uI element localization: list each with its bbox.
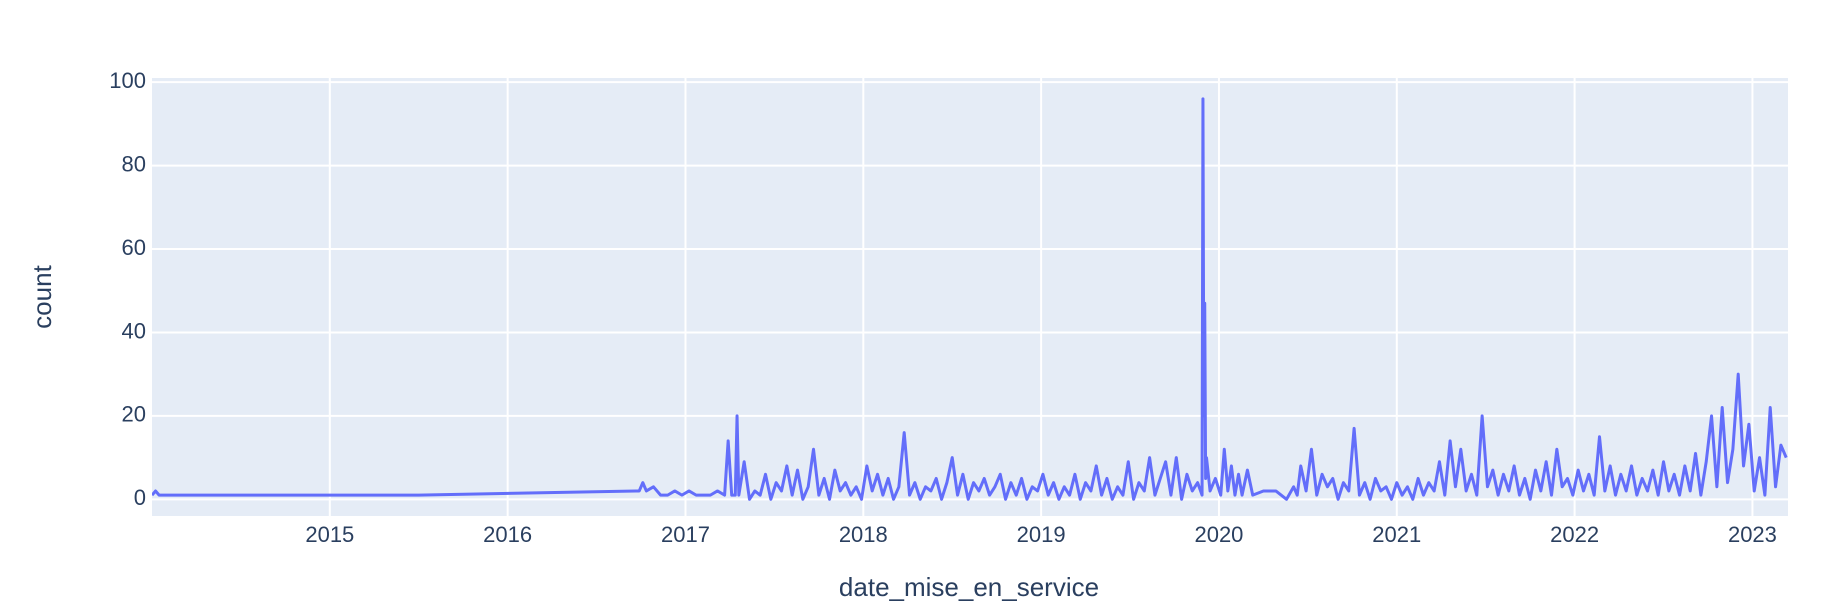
y-tick-label: 100 — [109, 68, 146, 93]
data-line — [152, 97, 1788, 501]
x-tick-label: 2020 — [1194, 522, 1243, 547]
grid — [152, 78, 1788, 516]
marks — [152, 97, 1788, 501]
x-tick-label: 2023 — [1728, 522, 1777, 547]
x-tick-label: 2015 — [305, 522, 354, 547]
x-tick-label: 2016 — [483, 522, 532, 547]
y-tick-label: 0 — [134, 485, 146, 510]
x-tick-label: 2022 — [1550, 522, 1599, 547]
x-axis-title: date_mise_en_service — [839, 572, 1099, 602]
x-tick-label: 2021 — [1372, 522, 1421, 547]
x-tick-label: 2018 — [839, 522, 888, 547]
x-tick-label: 2017 — [661, 522, 710, 547]
y-tick-label: 80 — [122, 151, 146, 176]
plot-area — [152, 78, 1788, 516]
y-tick-label: 20 — [122, 402, 146, 427]
y-axis-title: count — [27, 264, 57, 328]
x-tick-label: 2019 — [1017, 522, 1066, 547]
y-tick-label: 40 — [122, 318, 146, 343]
y-tick-label: 60 — [122, 235, 146, 260]
